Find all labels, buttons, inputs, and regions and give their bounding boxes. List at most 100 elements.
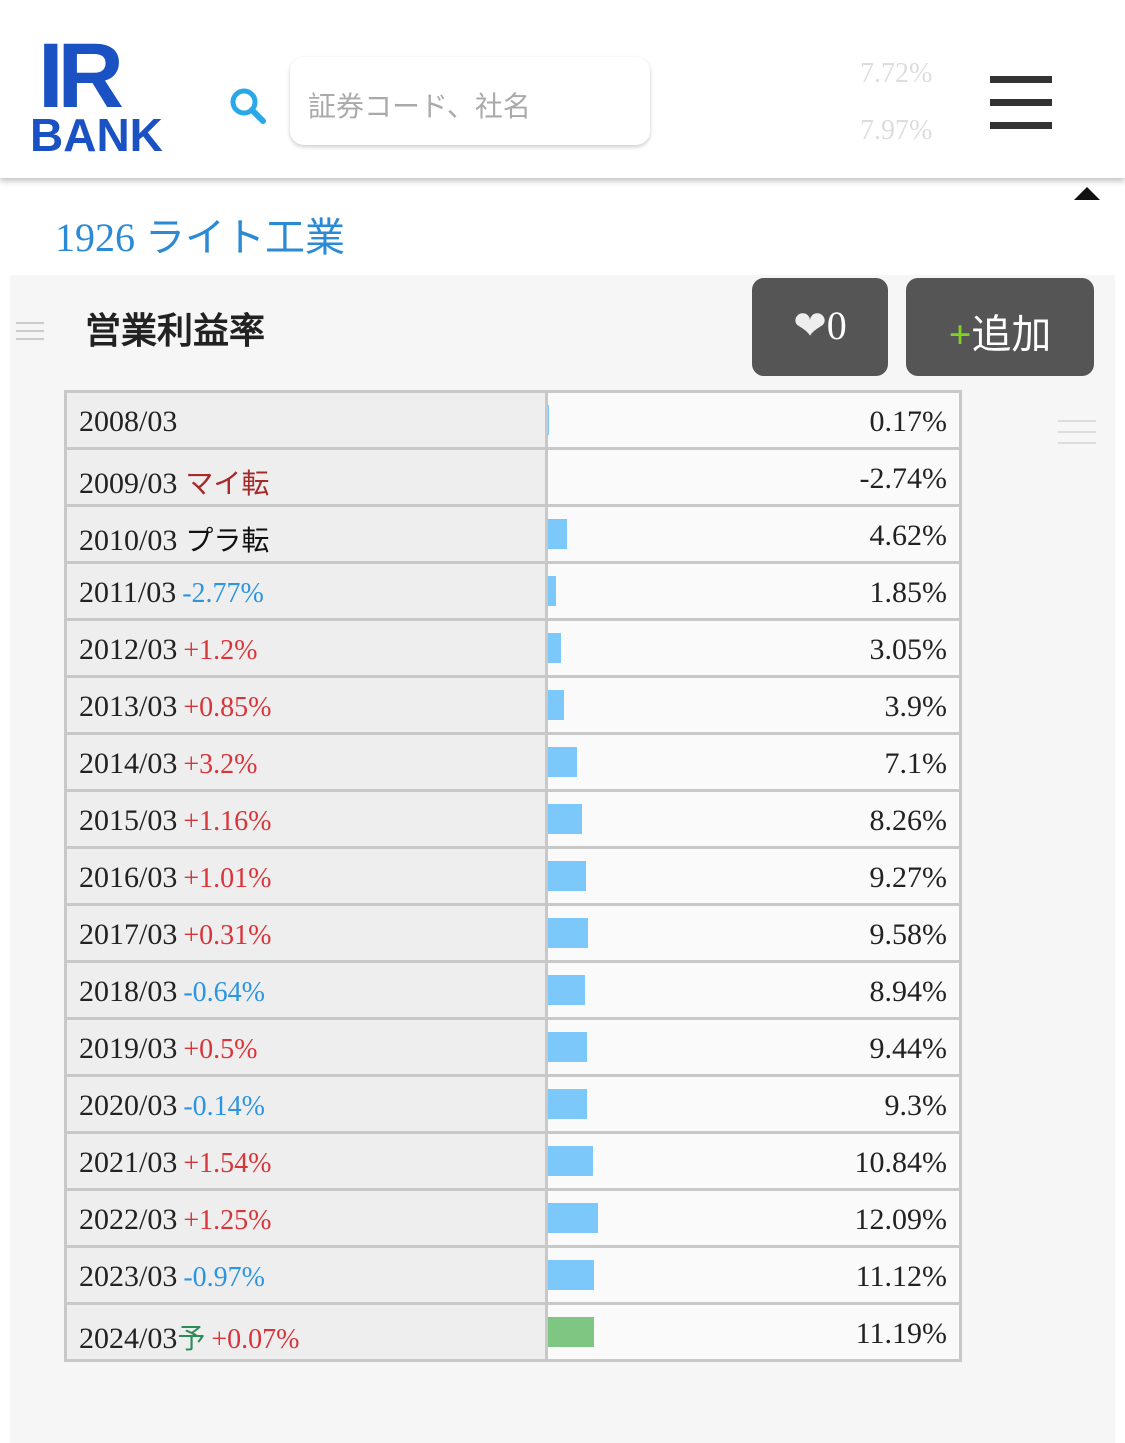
period: 2016/03 bbox=[79, 861, 178, 894]
period-wrap: 2014/03 +3.2% bbox=[79, 747, 257, 781]
bar bbox=[548, 918, 588, 948]
value-cell: 4.62% bbox=[545, 504, 962, 561]
bar bbox=[548, 1260, 595, 1290]
change: +0.07% bbox=[211, 1324, 300, 1355]
period-cell: 2018/03 -0.64% bbox=[64, 960, 545, 1017]
change: +0.85% bbox=[183, 692, 272, 723]
period-cell: 2009/03 マイ転 bbox=[64, 447, 545, 504]
period-cell: 2015/03 +1.16% bbox=[64, 789, 545, 846]
table-row: 2012/03 +1.2% 3.05% bbox=[64, 618, 962, 675]
change: +3.2% bbox=[183, 749, 258, 780]
turn-tag: プラ転 bbox=[185, 526, 270, 557]
value: 12.09% bbox=[854, 1203, 948, 1236]
value: 1.85% bbox=[869, 576, 948, 609]
like-count: 0 bbox=[826, 303, 847, 348]
period: 2014/03 bbox=[79, 747, 178, 780]
value: -2.74% bbox=[859, 462, 947, 495]
value: 11.19% bbox=[855, 1317, 947, 1350]
table-row: 2013/03 +0.85% 3.9% bbox=[64, 675, 962, 732]
change: +1.25% bbox=[183, 1205, 272, 1236]
search-placeholder: 証券コード、社名 bbox=[308, 90, 531, 123]
period: 2011/03 bbox=[79, 576, 177, 609]
change: +1.16% bbox=[183, 806, 272, 837]
period-wrap: 2022/03 +1.25% bbox=[79, 1203, 271, 1237]
period-wrap: 2018/03 -0.64% bbox=[79, 975, 265, 1009]
bar bbox=[548, 861, 587, 891]
period-cell: 2017/03 +0.31% bbox=[64, 903, 545, 960]
value-cell: 8.94% bbox=[545, 960, 962, 1017]
add-button[interactable]: +追加 bbox=[906, 278, 1094, 376]
value-cell: 11.19% bbox=[545, 1302, 962, 1359]
value: 3.05% bbox=[869, 633, 948, 666]
value: 9.27% bbox=[869, 861, 948, 894]
bar bbox=[548, 747, 578, 777]
period-wrap: 2017/03 +0.31% bbox=[79, 918, 271, 952]
table-row: 2014/03 +3.2% 7.1% bbox=[64, 732, 962, 789]
menu-icon[interactable] bbox=[990, 76, 1052, 130]
change: +1.01% bbox=[183, 863, 272, 894]
bar bbox=[548, 1203, 599, 1233]
change: +1.54% bbox=[183, 1148, 272, 1179]
value-cell: 9.58% bbox=[545, 903, 962, 960]
table-row: 2015/03 +1.16% 8.26% bbox=[64, 789, 962, 846]
value: 10.84% bbox=[854, 1146, 948, 1179]
bar bbox=[548, 576, 556, 606]
period-cell: 2013/03 +0.85% bbox=[64, 675, 545, 732]
table-row: 2017/03 +0.31% 9.58% bbox=[64, 903, 962, 960]
search-box[interactable]: 証券コード、社名 bbox=[290, 57, 650, 145]
period-wrap: 2015/03 +1.16% bbox=[79, 804, 271, 838]
value: 9.58% bbox=[869, 918, 948, 951]
value-cell: 9.27% bbox=[545, 846, 962, 903]
period: 2023/03 bbox=[79, 1260, 178, 1293]
value: 0.17% bbox=[869, 405, 948, 438]
bar bbox=[548, 804, 583, 834]
logo[interactable]: BANK bbox=[30, 109, 163, 161]
value-cell: 8.26% bbox=[545, 789, 962, 846]
value: 3.9% bbox=[884, 690, 948, 723]
change: -0.97% bbox=[183, 1262, 265, 1293]
period-cell: 2010/03 プラ転 bbox=[64, 504, 545, 561]
table-row: 2009/03 マイ転 -2.74% bbox=[64, 447, 962, 504]
ghost-value: 7.97% bbox=[860, 115, 933, 146]
period-cell: 2011/03 -2.77% bbox=[64, 561, 545, 618]
value-cell: 10.84% bbox=[545, 1131, 962, 1188]
period: 2019/03 bbox=[79, 1032, 178, 1065]
period: 2024/03 bbox=[79, 1322, 178, 1355]
bar bbox=[548, 519, 568, 549]
period: 2021/03 bbox=[79, 1146, 178, 1179]
value-cell: 9.3% bbox=[545, 1074, 962, 1131]
change: +0.31% bbox=[183, 920, 272, 951]
period-wrap: 2009/03 マイ転 bbox=[79, 462, 269, 502]
logo[interactable]: IR bbox=[38, 25, 124, 127]
scroll-top[interactable] bbox=[1072, 184, 1102, 202]
period-cell: 2020/03 -0.14% bbox=[64, 1074, 545, 1131]
like-button[interactable]: ❤0 bbox=[752, 278, 888, 376]
table-row: 2011/03 -2.77% 1.85% bbox=[64, 561, 962, 618]
header: 7.72% 7.97% IR BANK 証券コード、社名 bbox=[0, 0, 1125, 178]
period: 2010/03 bbox=[79, 524, 178, 557]
period-cell: 2019/03 +0.5% bbox=[64, 1017, 545, 1074]
add-label: 追加 bbox=[971, 312, 1052, 357]
search-icon[interactable] bbox=[228, 86, 268, 126]
period-wrap: 2023/03 -0.97% bbox=[79, 1260, 265, 1294]
period-wrap: 2020/03 -0.14% bbox=[79, 1089, 265, 1123]
period-wrap: 2021/03 +1.54% bbox=[79, 1146, 271, 1180]
period-wrap: 2016/03 +1.01% bbox=[79, 861, 271, 895]
company-title[interactable]: 1926 ライト工業 bbox=[55, 215, 345, 260]
bar bbox=[548, 1032, 588, 1062]
table-row: 2022/03 +1.25% 12.09% bbox=[64, 1188, 962, 1245]
period-cell: 2021/03 +1.54% bbox=[64, 1131, 545, 1188]
change: -0.14% bbox=[183, 1091, 265, 1122]
table-row: 2016/03 +1.01% 9.27% bbox=[64, 846, 962, 903]
period-cell: 2014/03 +3.2% bbox=[64, 732, 545, 789]
table-row: 2010/03 プラ転 4.62% bbox=[64, 504, 962, 561]
period: 2008/03 bbox=[79, 405, 178, 438]
period-wrap: 2019/03 +0.5% bbox=[79, 1032, 257, 1066]
period: 2013/03 bbox=[79, 690, 178, 723]
section-title: 営業利益率 bbox=[85, 311, 266, 351]
period-wrap: 2010/03 プラ転 bbox=[79, 519, 269, 559]
period-wrap: 2013/03 +0.85% bbox=[79, 690, 271, 724]
bar bbox=[548, 1146, 593, 1176]
value: 11.12% bbox=[855, 1260, 947, 1293]
